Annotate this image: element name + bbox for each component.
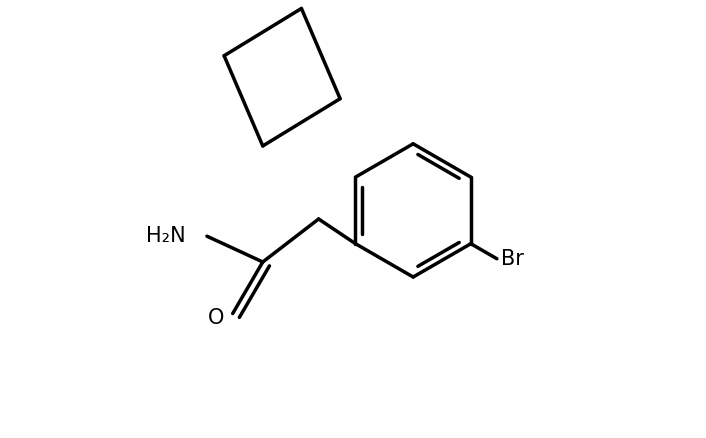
Text: O: O [208, 308, 224, 328]
Text: Br: Br [501, 249, 524, 269]
Text: H₂N: H₂N [146, 226, 186, 246]
